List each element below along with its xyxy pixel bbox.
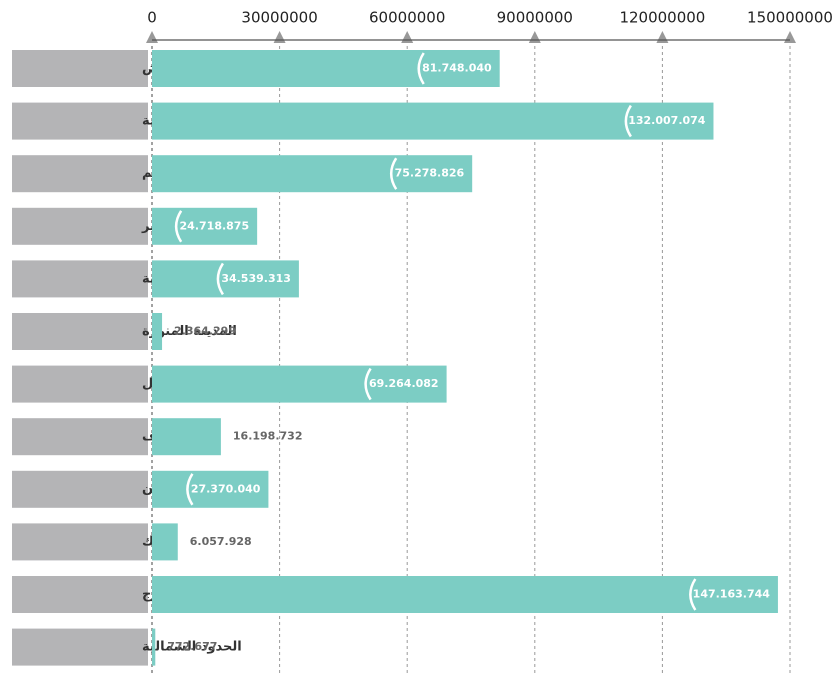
tick-marker — [656, 31, 669, 43]
category-box — [12, 207, 148, 245]
y-tick-label: الحدود الشمالية — [142, 640, 242, 655]
bar — [152, 50, 500, 87]
value-label: 147.163.744 — [693, 588, 771, 601]
bar — [152, 418, 221, 456]
value-label: 6.057.928 — [190, 535, 252, 548]
category-box — [12, 628, 148, 666]
bar — [152, 523, 178, 561]
x-tick-label: 0 — [147, 9, 157, 27]
tick-marker — [784, 31, 796, 43]
category-box — [12, 523, 148, 561]
bar — [152, 155, 473, 193]
tick-marker — [273, 31, 286, 43]
x-tick-label: 30000000 — [241, 9, 317, 27]
value-label: 772.677 — [167, 640, 217, 653]
tick-marker — [146, 31, 158, 43]
bar — [152, 576, 778, 613]
value-label: 132.007.074 — [628, 114, 706, 127]
label-arc — [689, 578, 697, 611]
bar — [152, 365, 447, 403]
bar — [152, 628, 156, 666]
value-label: 75.278.826 — [395, 167, 465, 180]
bar — [152, 102, 714, 140]
value-label: 34.539.313 — [221, 272, 291, 285]
value-label: 2.364.299 — [174, 325, 236, 338]
category-box — [12, 155, 148, 193]
category-box — [12, 365, 148, 403]
x-tick-label: 150000000 — [747, 9, 833, 27]
category-box — [12, 50, 148, 87]
x-tick-label: 60000000 — [369, 9, 445, 27]
bar — [152, 313, 163, 350]
label-arc — [389, 157, 398, 190]
label-arc — [364, 367, 372, 401]
tick-marker — [528, 31, 541, 43]
value-label: 81.748.040 — [422, 62, 492, 75]
value-label: 27.370.040 — [191, 482, 261, 495]
value-label: 16.198.732 — [233, 430, 303, 443]
category-box — [12, 313, 148, 350]
category-box — [12, 260, 148, 298]
value-label: 69.264.082 — [369, 377, 439, 390]
category-box — [12, 576, 148, 613]
tick-marker — [401, 31, 414, 43]
label-arc — [624, 104, 632, 138]
bar — [152, 207, 258, 245]
value-label: 24.718.875 — [180, 219, 250, 232]
label-arc — [417, 52, 425, 85]
label-arc — [186, 473, 194, 506]
x-tick-label: 120000000 — [619, 9, 705, 27]
label-arc — [174, 210, 183, 243]
x-tick-label: 90000000 — [497, 9, 573, 27]
category-box — [12, 470, 148, 508]
label-arc — [216, 262, 224, 296]
category-box — [12, 102, 148, 140]
bar — [152, 470, 269, 508]
y-tick-label: المدينة المنورة — [142, 324, 237, 339]
bar — [152, 260, 299, 298]
category-box — [12, 418, 148, 456]
